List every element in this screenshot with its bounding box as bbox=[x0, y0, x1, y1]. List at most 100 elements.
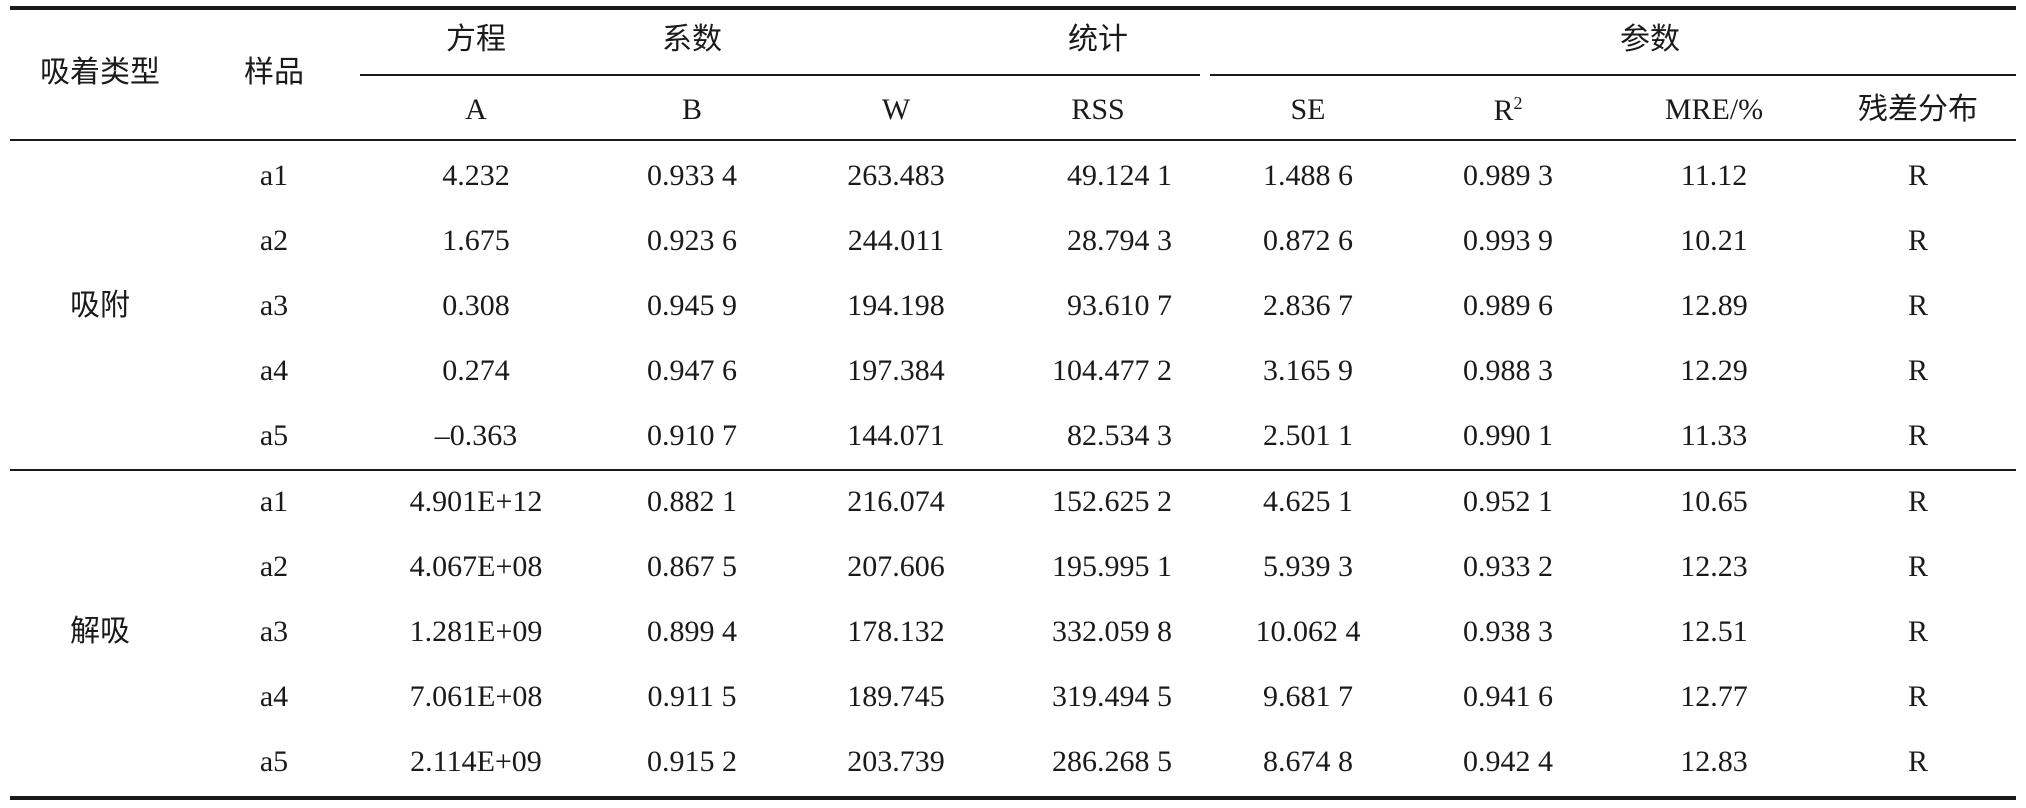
header-col-r2-base: R bbox=[1493, 94, 1514, 127]
table-cell-w: 216.074 bbox=[847, 485, 945, 518]
table-cell-se: 5.939 3 bbox=[1263, 550, 1353, 583]
section-divider-rule bbox=[10, 469, 2016, 471]
table-cell-rss: 28.794 3 bbox=[1067, 224, 1172, 257]
table-cell-se: 0.872 6 bbox=[1263, 224, 1353, 257]
table-cell-se: 3.165 9 bbox=[1263, 354, 1353, 387]
table-cell-sample: a5 bbox=[259, 419, 289, 452]
table-cell-sample: a2 bbox=[259, 224, 289, 257]
table-cell-residual: R bbox=[1907, 550, 1929, 583]
header-col-se: SE bbox=[1290, 93, 1326, 126]
table-cell-w: 189.745 bbox=[847, 680, 945, 713]
table-cell-sample: a5 bbox=[259, 745, 289, 778]
table-cell-r2: 0.988 3 bbox=[1463, 354, 1553, 387]
top-rule bbox=[10, 6, 2016, 10]
table-cell-residual: R bbox=[1907, 745, 1929, 778]
table-cell-residual: R bbox=[1907, 419, 1929, 452]
table-cell-mre: 12.29 bbox=[1680, 354, 1748, 387]
header-bottom-rule bbox=[10, 139, 2016, 141]
header-col-mre: MRE/% bbox=[1664, 93, 1764, 126]
table-cell-rss: 49.124 1 bbox=[1067, 159, 1172, 192]
table-cell-a: 0.308 bbox=[442, 289, 510, 322]
table-cell-residual: R bbox=[1907, 224, 1929, 257]
table-cell-residual: R bbox=[1907, 159, 1929, 192]
header-col-r2: R2 bbox=[1493, 94, 1522, 126]
group-rule-right bbox=[1210, 74, 2016, 76]
table-cell-a: –0.363 bbox=[434, 419, 518, 452]
table-cell-r2: 0.952 1 bbox=[1463, 485, 1553, 518]
table-cell-a: 4.067E+08 bbox=[409, 550, 543, 583]
table-cell-se: 10.062 4 bbox=[1255, 615, 1361, 648]
table-cell-sample: a3 bbox=[259, 615, 289, 648]
table-cell-w: 203.739 bbox=[847, 745, 945, 778]
table-cell-a: 7.061E+08 bbox=[409, 680, 543, 713]
table-cell-w: 194.198 bbox=[847, 289, 945, 322]
table-cell-sample: a2 bbox=[259, 550, 289, 583]
table-cell-sample: a1 bbox=[259, 159, 289, 192]
table-cell-residual: R bbox=[1907, 354, 1929, 387]
group-rule-left bbox=[360, 74, 1200, 76]
table-cell-a: 4.901E+12 bbox=[409, 485, 543, 518]
table-cell-a: 0.274 bbox=[442, 354, 510, 387]
table-cell-se: 2.836 7 bbox=[1263, 289, 1353, 322]
header-group-parameters: 参数 bbox=[1620, 22, 1680, 57]
table-cell-rss: 82.534 3 bbox=[1067, 419, 1172, 452]
header-col-rss: RSS bbox=[1071, 93, 1125, 126]
table-cell-w: 197.384 bbox=[847, 354, 945, 387]
table-cell-rss: 332.059 8 bbox=[1052, 615, 1172, 648]
header-col-a: A bbox=[465, 93, 487, 126]
table-cell-rss: 195.995 1 bbox=[1052, 550, 1172, 583]
header-col-w: W bbox=[881, 93, 911, 126]
table-cell-b: 0.910 7 bbox=[647, 419, 737, 452]
header-adsorption-type: 吸着类型 bbox=[40, 55, 160, 90]
header-col-b: B bbox=[681, 93, 703, 126]
table-cell-b: 0.911 5 bbox=[647, 680, 737, 713]
table-cell-b: 0.947 6 bbox=[647, 354, 737, 387]
table-cell-se: 4.625 1 bbox=[1263, 485, 1353, 518]
table-cell-mre: 12.89 bbox=[1680, 289, 1748, 322]
table-cell-sample: a4 bbox=[259, 354, 289, 387]
table-cell-r2: 0.942 4 bbox=[1463, 745, 1553, 778]
table-cell-r2: 0.938 3 bbox=[1463, 615, 1553, 648]
table-cell-sample: a1 bbox=[259, 485, 289, 518]
table-cell-sample: a4 bbox=[259, 680, 289, 713]
header-group-equation: 方程 bbox=[446, 22, 506, 57]
table-cell-w: 178.132 bbox=[847, 615, 945, 648]
table-cell-se: 2.501 1 bbox=[1263, 419, 1353, 452]
table-cell-a: 4.232 bbox=[442, 159, 510, 192]
table-cell-b: 0.945 9 bbox=[647, 289, 737, 322]
table-cell-b: 0.899 4 bbox=[647, 615, 737, 648]
table-cell-w: 207.606 bbox=[847, 550, 945, 583]
table-cell-mre: 10.65 bbox=[1680, 485, 1748, 518]
table-cell-se: 1.488 6 bbox=[1263, 159, 1353, 192]
table-cell-r2: 0.989 6 bbox=[1463, 289, 1553, 322]
bottom-rule bbox=[10, 796, 2016, 800]
table-cell-rss: 93.610 7 bbox=[1067, 289, 1172, 322]
table-cell-rss: 286.268 5 bbox=[1052, 745, 1172, 778]
table-cell-residual: R bbox=[1907, 680, 1929, 713]
header-sample: 样品 bbox=[244, 55, 304, 90]
table-cell-rss: 319.494 5 bbox=[1052, 680, 1172, 713]
header-col-r2-sup: 2 bbox=[1513, 93, 1523, 113]
table-cell-b: 0.882 1 bbox=[647, 485, 737, 518]
table-cell-mre: 12.83 bbox=[1680, 745, 1748, 778]
table-cell-a: 1.675 bbox=[442, 224, 510, 257]
table-cell-r2: 0.933 2 bbox=[1463, 550, 1553, 583]
header-group-coefficient: 系数 bbox=[662, 22, 722, 57]
table-cell-w: 144.071 bbox=[847, 419, 945, 452]
table-cell-r2: 0.993 9 bbox=[1463, 224, 1553, 257]
table-cell-residual: R bbox=[1907, 485, 1929, 518]
table-cell-w: 244.011 bbox=[847, 224, 945, 257]
table-cell-mre: 10.21 bbox=[1680, 224, 1748, 257]
table-cell-se: 8.674 8 bbox=[1263, 745, 1353, 778]
table-cell-r2: 0.989 3 bbox=[1463, 159, 1553, 192]
table-cell-b: 0.867 5 bbox=[647, 550, 737, 583]
table-cell-mre: 12.23 bbox=[1680, 550, 1748, 583]
table-cell-mre: 12.51 bbox=[1680, 615, 1748, 648]
table-cell-a: 2.114E+09 bbox=[410, 745, 542, 778]
table-cell-b: 0.933 4 bbox=[647, 159, 737, 192]
table-cell-se: 9.681 7 bbox=[1263, 680, 1353, 713]
header-group-statistics: 统计 bbox=[1068, 22, 1128, 57]
table-cell-rss: 104.477 2 bbox=[1052, 354, 1172, 387]
table-cell-r2: 0.990 1 bbox=[1463, 419, 1553, 452]
